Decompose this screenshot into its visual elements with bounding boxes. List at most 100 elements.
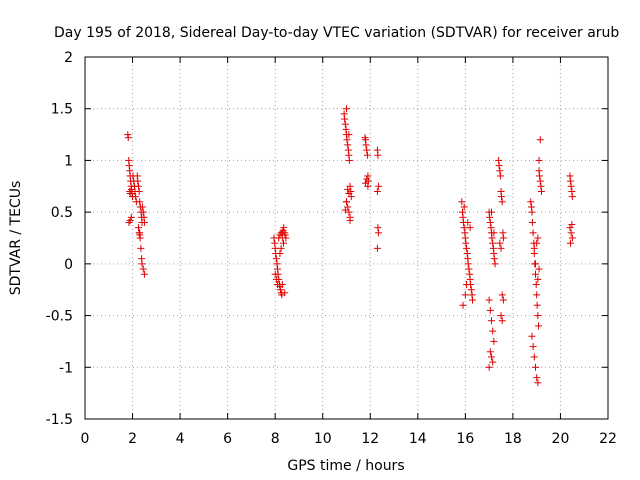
data-point xyxy=(534,275,542,283)
data-point xyxy=(374,151,382,159)
data-point xyxy=(530,244,538,252)
data-point xyxy=(566,177,574,185)
y-tick-label: -1 xyxy=(59,360,73,376)
data-points xyxy=(124,105,576,387)
data-point xyxy=(528,208,536,216)
data-point xyxy=(488,208,496,216)
data-point xyxy=(496,167,504,175)
x-tick-label: 22 xyxy=(599,431,617,447)
data-point xyxy=(534,312,542,320)
data-point xyxy=(499,296,507,304)
data-point xyxy=(139,208,147,216)
data-point xyxy=(566,239,574,247)
data-point xyxy=(363,146,371,154)
x-tick-label: 18 xyxy=(504,431,522,447)
data-point xyxy=(277,229,285,237)
data-point xyxy=(281,289,289,297)
data-point xyxy=(568,234,576,242)
data-point xyxy=(341,206,349,214)
data-point xyxy=(280,239,288,247)
data-point xyxy=(463,281,471,289)
data-point xyxy=(463,244,471,252)
data-point xyxy=(140,270,148,278)
data-point xyxy=(278,234,286,242)
x-tick-label: 16 xyxy=(456,431,474,447)
data-point xyxy=(529,343,537,351)
data-point xyxy=(341,115,349,123)
data-point xyxy=(363,175,371,183)
data-point xyxy=(363,151,371,159)
data-point xyxy=(139,265,147,273)
x-tick-label: 0 xyxy=(81,431,90,447)
data-point xyxy=(491,260,499,268)
data-point xyxy=(373,244,381,252)
data-point xyxy=(373,187,381,195)
tick-marks xyxy=(84,56,609,420)
data-point xyxy=(464,218,472,226)
data-point xyxy=(345,156,353,164)
data-point xyxy=(460,224,468,232)
y-tick-label: -1.5 xyxy=(46,412,73,428)
data-point xyxy=(341,120,349,128)
data-point xyxy=(276,286,284,294)
data-point xyxy=(533,239,541,247)
data-point xyxy=(568,193,576,201)
data-point xyxy=(495,162,503,170)
data-point xyxy=(568,221,576,229)
data-point xyxy=(345,208,353,216)
data-point xyxy=(488,317,496,325)
y-tick-label: 1.5 xyxy=(51,102,73,118)
x-tick-label: 20 xyxy=(552,431,570,447)
y-tick-labels: -1.5 -1 -0.5 0 0.5 1 1.5 2 xyxy=(46,50,73,428)
data-point xyxy=(375,182,383,190)
data-point xyxy=(488,234,496,242)
x-tick-label: 12 xyxy=(361,431,379,447)
data-point xyxy=(535,156,543,164)
data-point xyxy=(535,322,543,330)
data-point xyxy=(497,312,505,320)
data-point xyxy=(499,234,507,242)
y-tick-label: 0.5 xyxy=(51,205,73,221)
data-point xyxy=(344,141,352,149)
data-point xyxy=(486,218,494,226)
data-point xyxy=(127,213,135,221)
data-point xyxy=(527,198,535,206)
data-point xyxy=(528,218,536,226)
data-point xyxy=(531,260,539,268)
data-point xyxy=(271,270,279,278)
data-point xyxy=(490,255,498,263)
data-point xyxy=(346,216,354,224)
data-point xyxy=(529,229,537,237)
data-point xyxy=(531,363,539,371)
data-point xyxy=(134,224,142,232)
data-point xyxy=(343,105,350,113)
data-point xyxy=(132,193,140,201)
data-point xyxy=(461,291,469,299)
x-tick-label: 14 xyxy=(409,431,427,447)
data-point xyxy=(140,218,148,226)
data-point xyxy=(462,239,470,247)
data-point xyxy=(460,203,468,211)
data-point xyxy=(485,363,493,371)
data-point xyxy=(528,332,536,340)
x-tick-label: 10 xyxy=(314,431,332,447)
data-point xyxy=(567,229,575,237)
data-point xyxy=(537,187,545,195)
x-tick-label: 4 xyxy=(176,431,185,447)
data-point xyxy=(375,229,383,237)
y-tick-label: 1 xyxy=(64,153,73,169)
data-point xyxy=(534,234,542,242)
data-point xyxy=(276,250,284,258)
data-point xyxy=(533,301,541,309)
data-point xyxy=(489,239,497,247)
data-point xyxy=(137,244,145,252)
data-point xyxy=(486,213,494,221)
data-point xyxy=(459,301,467,309)
plot-frame xyxy=(84,56,609,420)
y-axis-label: SDTVAR / TECUs xyxy=(8,181,24,296)
data-point xyxy=(490,337,498,345)
data-point xyxy=(134,182,142,190)
data-point xyxy=(345,131,353,139)
y-tick-label: -0.5 xyxy=(46,309,73,325)
data-point xyxy=(343,136,351,144)
